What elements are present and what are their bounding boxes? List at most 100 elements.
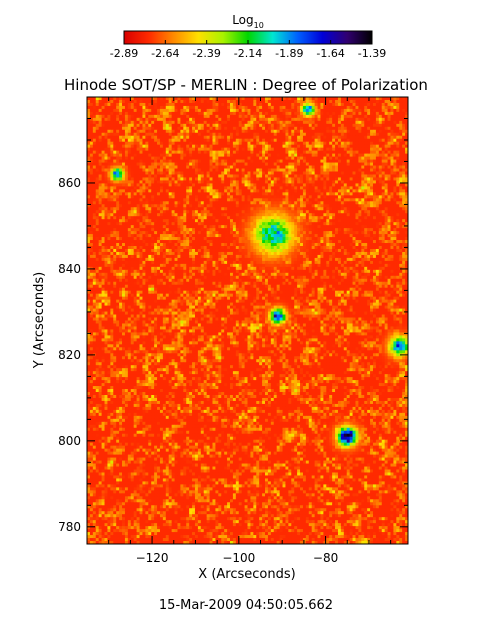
heatmap-cell <box>192 222 196 226</box>
heatmap-cell <box>262 228 266 232</box>
heatmap-cell <box>180 219 184 223</box>
heatmap-cell <box>215 132 219 137</box>
heatmap-cell <box>259 165 263 169</box>
heatmap-cell <box>98 97 102 101</box>
heatmap-cell <box>247 228 251 232</box>
heatmap-cell <box>265 183 269 187</box>
heatmap-cell <box>265 117 269 122</box>
heatmap-cell <box>162 129 167 134</box>
heatmap-cell <box>314 186 318 190</box>
heatmap-cell <box>367 102 371 107</box>
heatmap-cell <box>311 102 316 107</box>
heatmap-cell <box>294 150 298 155</box>
heatmap-cell <box>349 111 353 116</box>
heatmap-cell <box>396 141 400 146</box>
heatmap-cell <box>300 168 304 172</box>
heatmap-cell <box>337 201 342 205</box>
heatmap-cell <box>355 117 359 122</box>
heatmap-cell <box>335 192 339 196</box>
heatmap-cell <box>302 105 307 110</box>
heatmap-cell <box>267 153 272 157</box>
heatmap-cell <box>107 222 111 226</box>
heatmap-cell <box>335 153 339 157</box>
heatmap-cell <box>110 132 114 137</box>
heatmap-cell <box>247 195 251 199</box>
heatmap-cell <box>276 141 280 146</box>
heatmap-cell <box>291 213 295 217</box>
heatmap-cell <box>282 219 286 223</box>
heatmap-cell <box>119 144 123 149</box>
heatmap-cell <box>183 162 187 166</box>
heatmap-cell <box>323 207 327 211</box>
heatmap-cell <box>238 219 243 223</box>
heatmap-cell <box>95 201 100 205</box>
heatmap-cell <box>107 231 111 235</box>
heatmap-cell <box>297 183 301 187</box>
heatmap-cell <box>221 105 225 110</box>
heatmap-cell <box>165 213 170 217</box>
heatmap-cell <box>250 99 254 104</box>
heatmap-cell <box>116 156 120 160</box>
heatmap-cell <box>212 216 216 220</box>
heatmap-cell <box>317 189 321 193</box>
heatmap-cell <box>267 150 272 155</box>
heatmap-cell <box>232 198 237 202</box>
heatmap-cell <box>177 213 181 217</box>
heatmap-cell <box>302 219 307 223</box>
heatmap-cell <box>256 126 260 131</box>
heatmap-cell <box>335 99 339 104</box>
heatmap-cell <box>95 153 100 157</box>
heatmap-cell <box>265 198 269 202</box>
heatmap-cell <box>180 111 184 116</box>
heatmap-cell <box>372 123 377 128</box>
heatmap-cell <box>335 135 339 140</box>
heatmap-cell <box>227 99 231 104</box>
heatmap-cell <box>372 117 377 122</box>
heatmap-cell <box>361 222 365 226</box>
heatmap-cell <box>367 141 371 146</box>
heatmap-cell <box>92 219 97 223</box>
heatmap-cell <box>151 171 155 175</box>
heatmap-cell <box>340 150 345 155</box>
heatmap-cell <box>352 174 356 178</box>
heatmap-cell <box>110 177 114 181</box>
heatmap-cell <box>177 147 181 152</box>
heatmap-cell <box>142 213 146 217</box>
heatmap-cell <box>92 132 97 137</box>
heatmap-cell <box>326 111 330 116</box>
heatmap-cell <box>215 144 219 149</box>
heatmap-cell <box>159 162 164 166</box>
heatmap-cell <box>212 165 216 169</box>
heatmap-cell <box>244 189 248 193</box>
heatmap-cell <box>133 111 138 116</box>
heatmap-cell <box>180 201 184 205</box>
heatmap-cell <box>300 222 304 226</box>
heatmap-cell <box>335 183 339 187</box>
heatmap-cell <box>340 177 345 181</box>
heatmap-cell <box>402 162 406 166</box>
heatmap-cell <box>200 114 205 119</box>
heatmap-cell <box>186 195 190 199</box>
heatmap-cell <box>177 195 181 199</box>
heatmap-cell <box>337 126 342 131</box>
heatmap-cell <box>218 105 222 110</box>
heatmap-cell <box>200 105 205 110</box>
heatmap-cell <box>218 102 222 107</box>
heatmap-cell <box>297 198 301 202</box>
heatmap-cell <box>332 216 336 220</box>
heatmap-cell <box>113 216 117 220</box>
heatmap-cell <box>285 213 289 217</box>
heatmap-cell <box>142 156 146 160</box>
heatmap-cell <box>157 108 161 113</box>
heatmap-cell <box>238 228 243 232</box>
heatmap-cell <box>393 189 397 193</box>
heatmap-cell <box>130 222 135 226</box>
heatmap-cell <box>302 108 307 113</box>
heatmap-cell <box>297 189 301 193</box>
heatmap-cell <box>279 156 283 160</box>
heatmap-cell <box>396 126 400 131</box>
heatmap-cell <box>162 147 167 152</box>
heatmap-cell <box>183 228 187 232</box>
heatmap-cell <box>203 222 208 226</box>
heatmap-cell <box>104 222 108 226</box>
